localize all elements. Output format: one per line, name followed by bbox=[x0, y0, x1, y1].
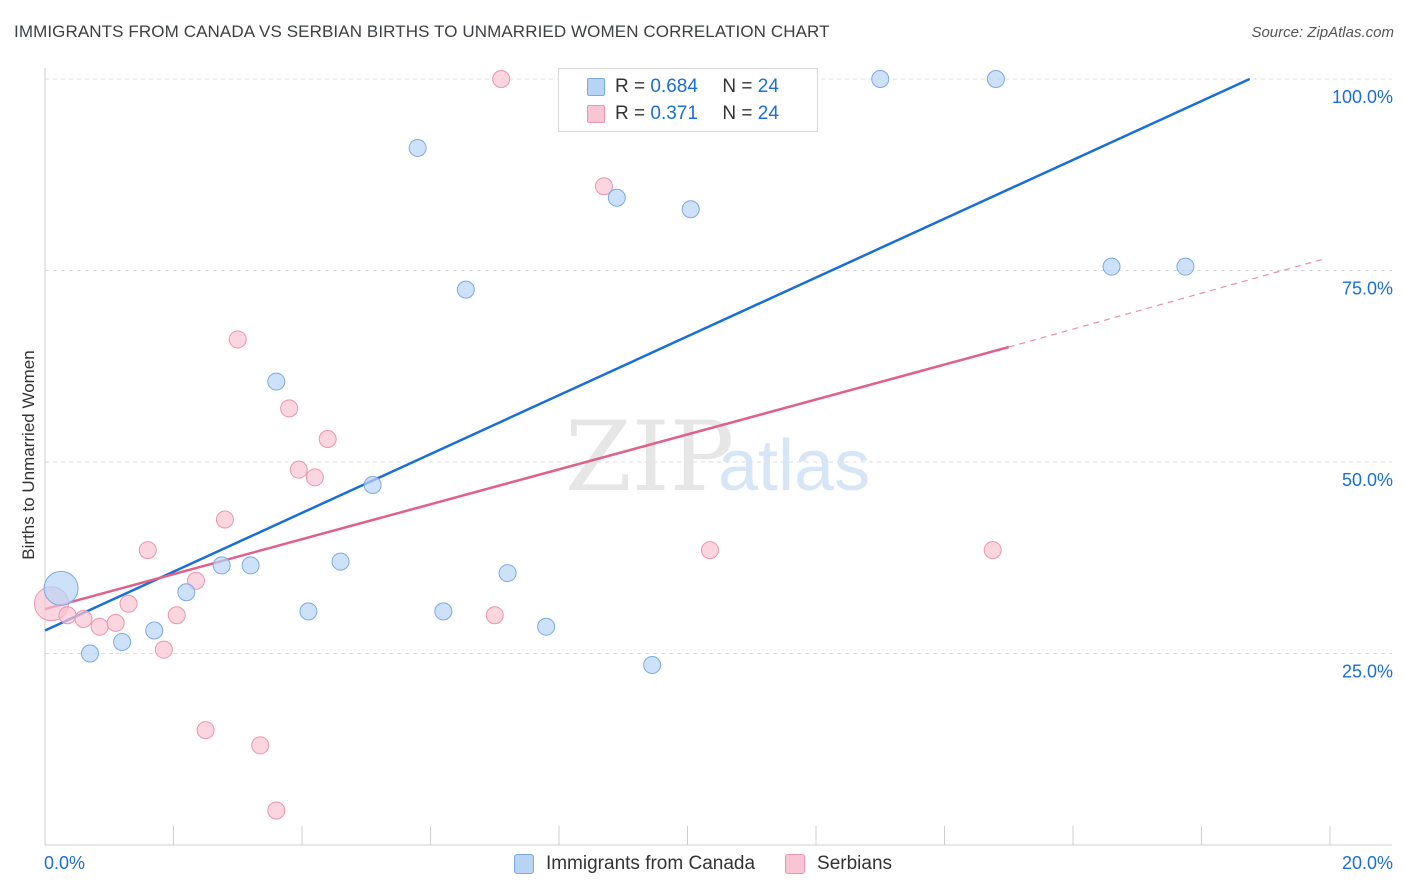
y-tick-label: 25.0% bbox=[1342, 662, 1393, 682]
serbian-point bbox=[485, 606, 504, 625]
legend-n-value-serbians: 24 bbox=[757, 103, 779, 124]
serbian-point bbox=[74, 610, 93, 629]
watermark-zip: ZIP bbox=[565, 401, 734, 513]
canada-point bbox=[498, 564, 517, 583]
legend-row-canada: R = 0.684 N = 24 bbox=[587, 75, 779, 99]
canada-point bbox=[241, 556, 260, 575]
canada-point bbox=[871, 70, 890, 88]
canada-point bbox=[113, 633, 132, 652]
source-label: Source: ZipAtlas.com bbox=[1251, 24, 1394, 41]
serbian-point bbox=[700, 541, 719, 560]
legend-n-value-canada: 24 bbox=[757, 76, 779, 97]
serbian-point bbox=[289, 460, 308, 479]
canada-point bbox=[331, 552, 350, 571]
legend-swatch-serbians bbox=[587, 105, 605, 123]
series-legend: Immigrants from Canada Serbians bbox=[0, 851, 1406, 877]
canada-point bbox=[267, 372, 286, 391]
legend-n-label: N = bbox=[722, 76, 753, 97]
canada-point bbox=[456, 280, 475, 299]
serbian-point bbox=[983, 541, 1002, 560]
canada-point bbox=[537, 617, 556, 636]
serbian-point bbox=[106, 613, 125, 632]
watermark-atlas: atlas bbox=[718, 426, 870, 506]
series-legend-canada[interactable]: Immigrants from Canada bbox=[513, 853, 756, 875]
serbian-point bbox=[90, 617, 109, 636]
tick-labels: 25.0% 50.0% 75.0% 100.0% 0.0% 20.0% bbox=[44, 87, 1393, 873]
canada-point bbox=[177, 583, 196, 602]
serbian-trend-extension bbox=[1008, 258, 1324, 348]
canada-point bbox=[212, 556, 231, 575]
serbian-point bbox=[594, 177, 613, 196]
x-tick-label: 20.0% bbox=[1342, 853, 1393, 873]
serbian-point bbox=[305, 468, 324, 487]
legend-r-label: R = bbox=[615, 103, 646, 124]
serbian-point bbox=[280, 399, 299, 418]
serbian-trend-line bbox=[44, 345, 1010, 611]
legend-r-value-canada: 0.684 bbox=[650, 76, 698, 97]
y-tick-label: 50.0% bbox=[1342, 470, 1393, 490]
serbian-point bbox=[119, 594, 138, 613]
serbian-point bbox=[186, 571, 205, 590]
serbian-point bbox=[138, 541, 157, 560]
canada-point bbox=[363, 475, 382, 494]
canada-point bbox=[607, 188, 626, 207]
serbian-point bbox=[154, 640, 173, 659]
series-swatch-canada bbox=[513, 854, 534, 874]
series-label-canada: Immigrants from Canada bbox=[545, 853, 756, 874]
canada-point bbox=[681, 200, 700, 219]
serbian-point bbox=[167, 606, 186, 625]
serbian-point bbox=[58, 606, 77, 625]
canada-trend-line bbox=[44, 77, 1251, 632]
correlation-legend: R = 0.684 N = 24 R = 0.371 N = 24 bbox=[558, 68, 818, 132]
canada-point bbox=[145, 621, 164, 640]
legend-row-serbians: R = 0.371 N = 24 bbox=[587, 102, 779, 126]
chart-title: IMMIGRANTS FROM CANADA VS SERBIAN BIRTHS… bbox=[14, 22, 830, 41]
serbian-point bbox=[492, 70, 511, 88]
serbian-point bbox=[196, 721, 215, 740]
legend-r-label: R = bbox=[615, 76, 646, 97]
serbian-point bbox=[267, 801, 286, 820]
canada-point bbox=[1102, 257, 1121, 276]
series-label-serbians: Serbians bbox=[817, 853, 893, 874]
x-tick-label: 0.0% bbox=[44, 853, 85, 873]
canada-point bbox=[299, 602, 318, 621]
legend-swatch-canada bbox=[587, 78, 605, 96]
legend-r-value-serbians: 0.371 bbox=[650, 103, 698, 124]
y-tick-label: 100.0% bbox=[1332, 87, 1393, 107]
canada-point bbox=[986, 70, 1005, 88]
series-legend-serbians[interactable]: Serbians bbox=[785, 853, 892, 875]
series-swatch-serbians bbox=[785, 854, 806, 874]
axes bbox=[44, 68, 1392, 846]
canada-point bbox=[80, 644, 99, 663]
legend-n-label: N = bbox=[722, 103, 753, 124]
canada-point bbox=[408, 138, 427, 157]
canada-point bbox=[1176, 257, 1195, 276]
serbian-point bbox=[251, 736, 270, 755]
serbian-point bbox=[215, 510, 234, 529]
y-axis-label: Births to Unmarried Women bbox=[19, 350, 38, 559]
canada-point bbox=[434, 602, 453, 621]
canada-point bbox=[43, 570, 79, 606]
gridlines bbox=[45, 78, 1392, 654]
canada-point bbox=[643, 655, 662, 674]
trend-lines bbox=[44, 77, 1324, 632]
serbian-point bbox=[318, 430, 337, 449]
y-tick-label: 75.0% bbox=[1342, 279, 1393, 299]
serbian-point bbox=[228, 330, 247, 349]
